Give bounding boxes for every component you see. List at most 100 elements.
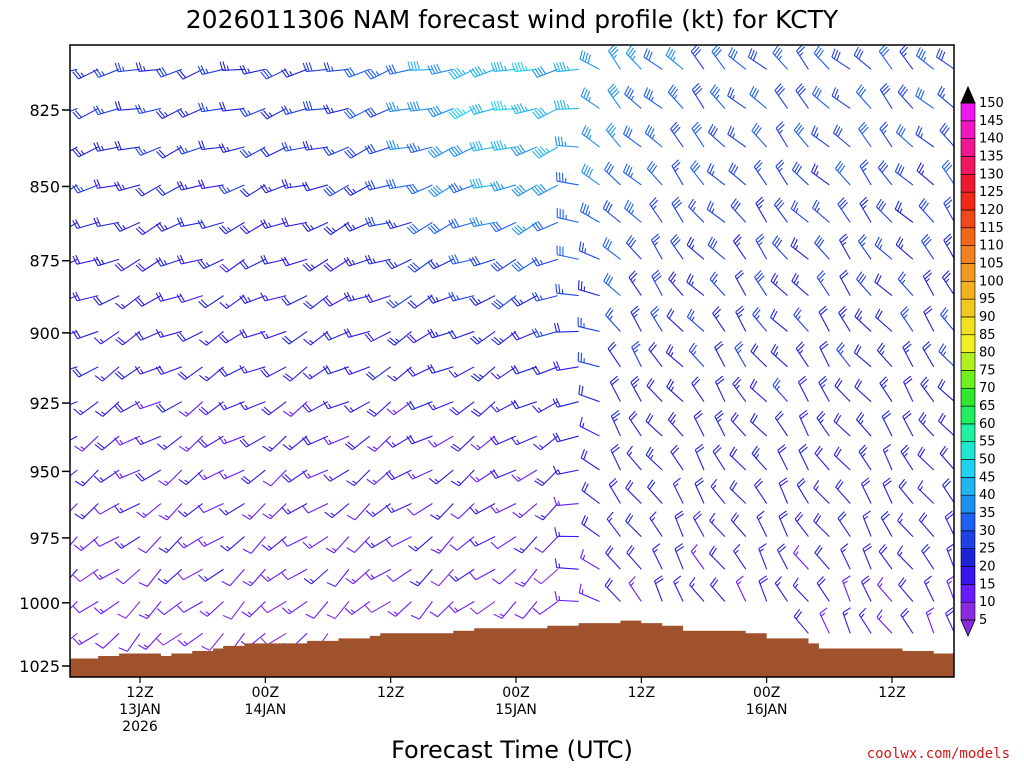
- wind-barb: [643, 48, 663, 70]
- wind-barb: [138, 568, 162, 587]
- barb-staff: [895, 244, 914, 260]
- barb-feather: [648, 51, 653, 61]
- barb-feather: [583, 450, 588, 460]
- barb-staff: [602, 208, 621, 223]
- wind-barb: [219, 258, 245, 273]
- barb-feather: [429, 611, 438, 618]
- barb-staff: [715, 381, 726, 402]
- wind-barb: [692, 510, 705, 537]
- barb-half-feather: [732, 133, 735, 138]
- barb-feather: [409, 434, 416, 444]
- colorbar-label: 95: [979, 292, 996, 307]
- barb-feather: [221, 225, 229, 233]
- barb-staff: [414, 258, 433, 273]
- barb-staff: [515, 107, 538, 115]
- barb-half-feather: [945, 278, 950, 283]
- barb-feather: [690, 200, 697, 210]
- wind-barb: [218, 435, 245, 445]
- barb-staff: [714, 416, 726, 437]
- barb-half-feather: [478, 337, 483, 342]
- barb-staff: [123, 568, 141, 585]
- barb-feather: [630, 239, 637, 248]
- barb-feather: [649, 511, 657, 519]
- barb-staff: [287, 568, 308, 581]
- colorbar-segment: [960, 280, 976, 300]
- wind-barb: [386, 101, 412, 113]
- wind-barb: [219, 101, 245, 112]
- wind-barb: [281, 141, 308, 152]
- barb-staff: [556, 144, 579, 148]
- barb-feather: [386, 102, 391, 112]
- barb-feather: [178, 445, 188, 452]
- barb-feather: [689, 310, 695, 320]
- wind-barb: [626, 544, 642, 570]
- barb-feather: [281, 506, 289, 515]
- barb-feather: [222, 101, 227, 111]
- barb-staff: [540, 435, 559, 451]
- barb-staff: [417, 568, 433, 587]
- colorbar-max-arrow: [960, 85, 976, 104]
- barb-feather: [366, 445, 376, 452]
- wind-barb: [605, 307, 621, 332]
- x-tick-label: 00Z: [502, 685, 529, 701]
- barb-feather: [281, 572, 289, 581]
- barb-feather: [176, 605, 184, 613]
- barb-feather: [693, 124, 701, 132]
- barb-staff: [76, 221, 99, 230]
- barb-staff: [141, 184, 162, 197]
- barb-half-feather: [331, 227, 337, 232]
- barb-feather: [72, 149, 79, 158]
- barb-staff: [224, 469, 245, 480]
- barb-feather: [284, 217, 289, 227]
- barb-feather: [690, 544, 698, 552]
- barb-half-feather: [862, 167, 867, 172]
- barb-staff: [245, 146, 266, 159]
- barb-staff: [854, 316, 872, 332]
- barb-staff: [390, 221, 412, 230]
- barb-feather: [490, 101, 495, 111]
- barb-feather: [879, 121, 887, 130]
- barb-feather: [713, 46, 721, 55]
- wind-barb: [364, 600, 391, 613]
- barb-feather: [239, 226, 247, 235]
- barb-feather: [74, 480, 84, 487]
- barb-staff: [537, 221, 558, 232]
- barb-half-feather: [184, 411, 189, 415]
- wind-barb: [73, 401, 99, 416]
- barb-feather: [448, 71, 455, 80]
- wind-barb: [674, 510, 684, 537]
- barb-feather: [516, 224, 525, 232]
- barb-staff: [875, 316, 893, 332]
- wind-barb: [344, 601, 371, 615]
- barb-feather: [137, 644, 147, 650]
- barb-staff: [288, 331, 308, 345]
- barb-staff: [840, 549, 851, 570]
- barb-feather: [668, 346, 674, 355]
- barb-half-feather: [903, 314, 908, 319]
- barb-staff: [413, 221, 433, 235]
- barb-feather: [385, 504, 392, 513]
- barb-staff: [267, 568, 287, 582]
- wind-barb: [490, 140, 517, 151]
- barb-feather: [751, 87, 757, 97]
- wind-barb: [281, 601, 308, 615]
- barb-half-feather: [815, 171, 819, 176]
- barb-feather: [667, 411, 675, 421]
- barb-feather: [651, 233, 659, 241]
- barb-half-feather: [224, 509, 229, 514]
- barb-staff: [578, 325, 600, 332]
- barb-feather: [628, 270, 636, 278]
- barb-feather: [940, 51, 946, 61]
- barb-feather: [611, 446, 620, 454]
- barb-feather: [75, 219, 81, 228]
- wind-barb: [774, 576, 789, 602]
- barb-feather: [668, 310, 675, 319]
- barb-feather: [242, 148, 250, 157]
- wind-barb: [577, 280, 600, 297]
- barb-half-feather: [288, 411, 294, 415]
- barb-staff: [877, 167, 893, 186]
- barb-feather: [54, 515, 62, 520]
- barb-feather: [713, 308, 721, 317]
- barb-half-feather: [265, 295, 269, 301]
- wind-barb: [305, 601, 329, 619]
